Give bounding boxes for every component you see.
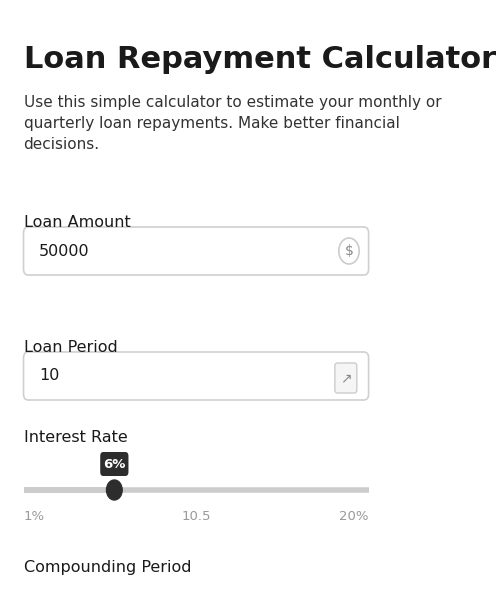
Text: 50000: 50000 [39,244,90,259]
Text: 10: 10 [39,368,60,383]
FancyBboxPatch shape [335,363,357,393]
FancyBboxPatch shape [100,452,128,476]
Text: Compounding Period: Compounding Period [24,560,191,575]
Text: ↗: ↗ [340,371,351,385]
Text: 1%: 1% [24,510,44,523]
Text: Loan Amount: Loan Amount [24,215,130,230]
Text: Interest Rate: Interest Rate [24,430,128,445]
Text: $: $ [344,244,354,258]
Text: 6%: 6% [103,457,126,470]
Text: Loan Period: Loan Period [24,340,118,355]
FancyBboxPatch shape [24,227,368,275]
Text: 20%: 20% [339,510,368,523]
Text: 10.5: 10.5 [182,510,211,523]
Text: Use this simple calculator to estimate your monthly or
quarterly loan repayments: Use this simple calculator to estimate y… [24,95,441,152]
Circle shape [106,480,122,500]
FancyBboxPatch shape [24,352,368,400]
Text: Loan Repayment Calculator: Loan Repayment Calculator [24,45,496,74]
